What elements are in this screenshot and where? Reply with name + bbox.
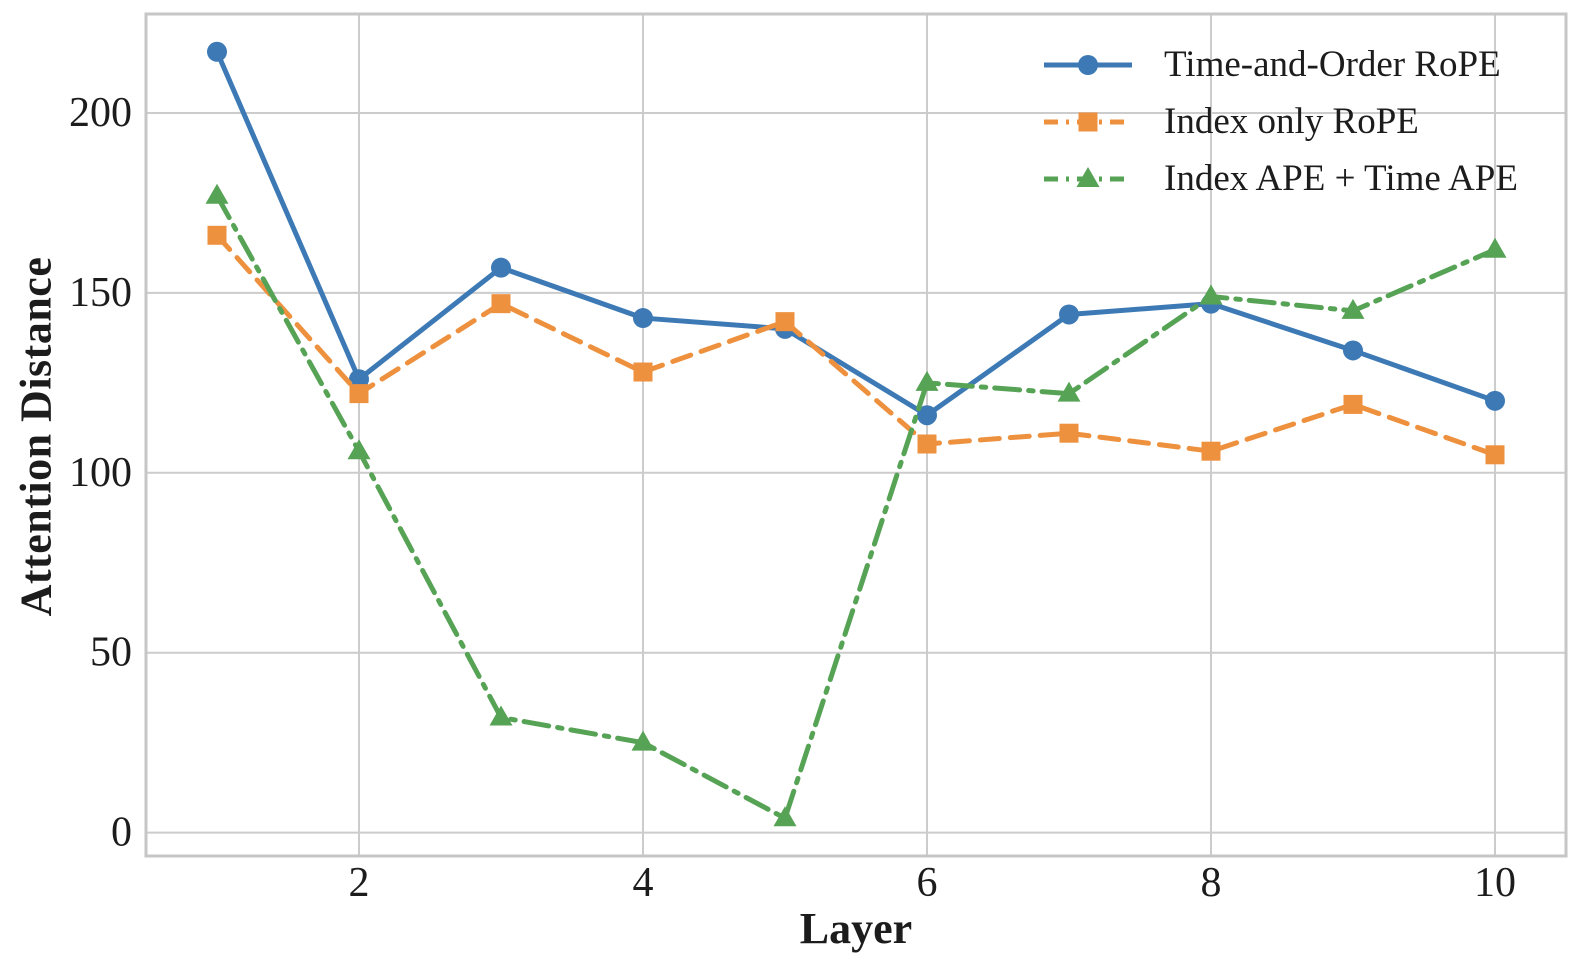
legend-label: Index only RoPE <box>1164 101 1419 142</box>
x-tick-label: 4 <box>633 860 654 906</box>
data-point-marker <box>917 434 937 454</box>
legend-marker <box>1076 166 1100 187</box>
axis-border <box>144 12 1568 858</box>
x-tick-label: 2 <box>349 860 370 906</box>
x-axis-label: Layer <box>799 904 913 953</box>
data-point-marker <box>207 41 227 62</box>
data-point-marker <box>631 730 655 751</box>
y-axis-label: Attention Distance <box>11 256 61 617</box>
data-point-marker <box>1201 441 1221 461</box>
data-point-marker <box>917 405 937 426</box>
data-point-marker <box>347 439 371 460</box>
data-point-marker <box>633 308 653 329</box>
data-point-marker <box>633 362 653 382</box>
legend-label: Index APE + Time APE <box>1164 158 1518 199</box>
data-point-marker <box>1485 445 1505 465</box>
series-square <box>207 225 1505 465</box>
legend-label: Time-and-Order RoPE <box>1164 44 1501 85</box>
data-point-marker <box>1343 394 1363 414</box>
series-triangle <box>205 183 1507 827</box>
series-line <box>214 193 1498 821</box>
legend-item-time-and-order-rope: Time-and-Order RoPE <box>1042 36 1518 93</box>
y-tick-label: 0 <box>111 810 132 856</box>
legend-square-marker-icon <box>1044 112 1132 131</box>
data-point-marker <box>1485 390 1505 411</box>
y-tick-label: 50 <box>90 630 132 676</box>
data-point-marker <box>1343 340 1363 361</box>
y-tick-label: 100 <box>69 450 132 496</box>
legend-triangle-marker-icon <box>1044 166 1132 187</box>
data-point-marker <box>1059 304 1079 325</box>
legend-item-index-only-rope: Index only RoPE <box>1042 93 1518 150</box>
data-point-marker <box>489 705 513 726</box>
x-tick-label: 10 <box>1474 860 1516 906</box>
legend-item-index-ape-time-ape: Index APE + Time APE <box>1042 150 1518 207</box>
legend-marker <box>1078 54 1098 75</box>
y-tick-label: 200 <box>69 90 132 136</box>
data-point-marker <box>207 225 227 245</box>
x-tick-label: 6 <box>917 860 938 906</box>
legend-circle-marker-icon <box>1044 54 1132 75</box>
data-point-marker <box>491 294 511 314</box>
data-point-marker <box>491 257 511 278</box>
y-tick-label: 150 <box>69 270 132 316</box>
series-line <box>214 232 1498 458</box>
x-tick-label: 8 <box>1201 860 1222 906</box>
data-point-marker <box>1059 423 1079 443</box>
series-line <box>214 49 1498 418</box>
data-point-marker <box>1341 298 1365 319</box>
data-point-marker <box>205 183 229 204</box>
legend: Time-and-Order RoPE Index only RoPE Inde… <box>1042 36 1518 207</box>
data-point-marker <box>1057 381 1081 402</box>
legend-marker <box>1078 112 1098 131</box>
data-point-marker <box>1483 237 1507 258</box>
data-point-marker <box>915 370 939 391</box>
data-point-marker <box>1199 284 1223 305</box>
data-point-marker <box>775 312 795 332</box>
data-point-marker <box>349 384 369 404</box>
data-point-marker <box>773 806 797 827</box>
